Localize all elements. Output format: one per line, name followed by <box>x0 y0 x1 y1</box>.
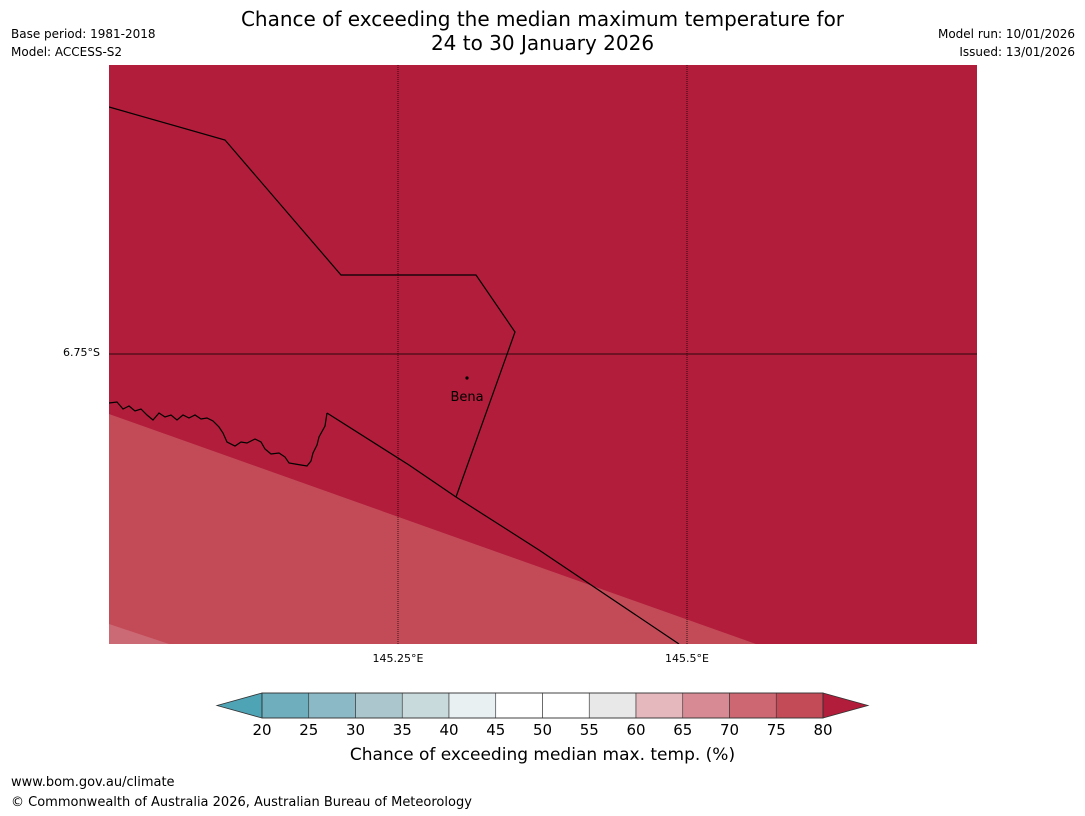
colorbar-cell <box>401 692 450 719</box>
colorbar-tick-label: 20 <box>252 721 271 739</box>
longitude-label-145-5: 145.5°E <box>665 652 709 665</box>
footer-url[interactable]: www.bom.gov.au/climate <box>11 775 175 790</box>
province-boundary-river <box>109 401 328 467</box>
colorbar-cell <box>308 692 356 719</box>
map-canvas: Bena <box>109 65 977 644</box>
model-run: Model run: 10/01/2026 <box>937 27 1075 41</box>
colorbar-cell <box>542 692 590 719</box>
colorbar-tick-label: 25 <box>299 721 318 739</box>
forecast-map[interactable]: Bena <box>109 65 977 644</box>
colorbar-outline <box>261 692 824 719</box>
colorbar-tick-label: 65 <box>673 721 692 739</box>
base-period: Base period: 1981-2018 <box>11 27 156 41</box>
colorbar-tick-label: 55 <box>580 721 599 739</box>
colorbar-tick-label: 70 <box>720 721 739 739</box>
latitude-label: 6.75°S <box>63 346 100 359</box>
colorbar-tick-label: 75 <box>767 721 786 739</box>
colorbar-cell <box>729 692 777 719</box>
province-boundary-north <box>109 106 516 498</box>
colorbar-arrow-low <box>215 692 263 719</box>
colorbar-cell <box>775 692 824 719</box>
province-boundary-diagonal <box>326 412 680 644</box>
footer-copyright: © Commonwealth of Australia 2026, Austra… <box>11 795 472 810</box>
issued-date: Issued: 13/01/2026 <box>959 45 1075 59</box>
colorbar-cell <box>495 692 543 719</box>
colorbar-tick-label: 40 <box>439 721 458 739</box>
colorbar-label: Chance of exceeding median max. temp. (%… <box>349 745 736 765</box>
town-marker[interactable] <box>465 376 469 380</box>
colorbar-tick-label: 60 <box>626 721 645 739</box>
colorbar-cell <box>635 692 684 719</box>
model-name: Model: ACCESS-S2 <box>11 45 123 59</box>
colorbar-tick-label: 80 <box>813 721 832 739</box>
meta-right: Model run: 10/01/2026 Issued: 13/01/2026 <box>938 25 1075 61</box>
chart-title: Chance of exceeding the median maximum t… <box>200 7 885 55</box>
longitude-label-145-25: 145.25°E <box>372 652 424 665</box>
colorbar-cell <box>261 692 310 719</box>
title-line-2: 24 to 30 January 2026 <box>430 31 655 55</box>
title-line-1: Chance of exceeding the median maximum t… <box>240 7 845 31</box>
meta-left: Base period: 1981-2018 Model: ACCESS-S2 <box>11 25 156 61</box>
colorbar-tick-label: 50 <box>533 721 552 739</box>
town-label: Bena <box>450 390 483 405</box>
colorbar-tick-label: 30 <box>346 721 365 739</box>
colorbar-cell <box>448 692 497 719</box>
colorbar-cell <box>682 692 730 719</box>
colorbar-tick-label: 45 <box>486 721 505 739</box>
colorbar-cell <box>355 692 403 719</box>
probability-band-70 <box>109 624 169 644</box>
colorbar-cell <box>588 692 637 719</box>
colorbar-arrow-high <box>822 692 870 719</box>
colorbar-tick-label: 35 <box>393 721 412 739</box>
